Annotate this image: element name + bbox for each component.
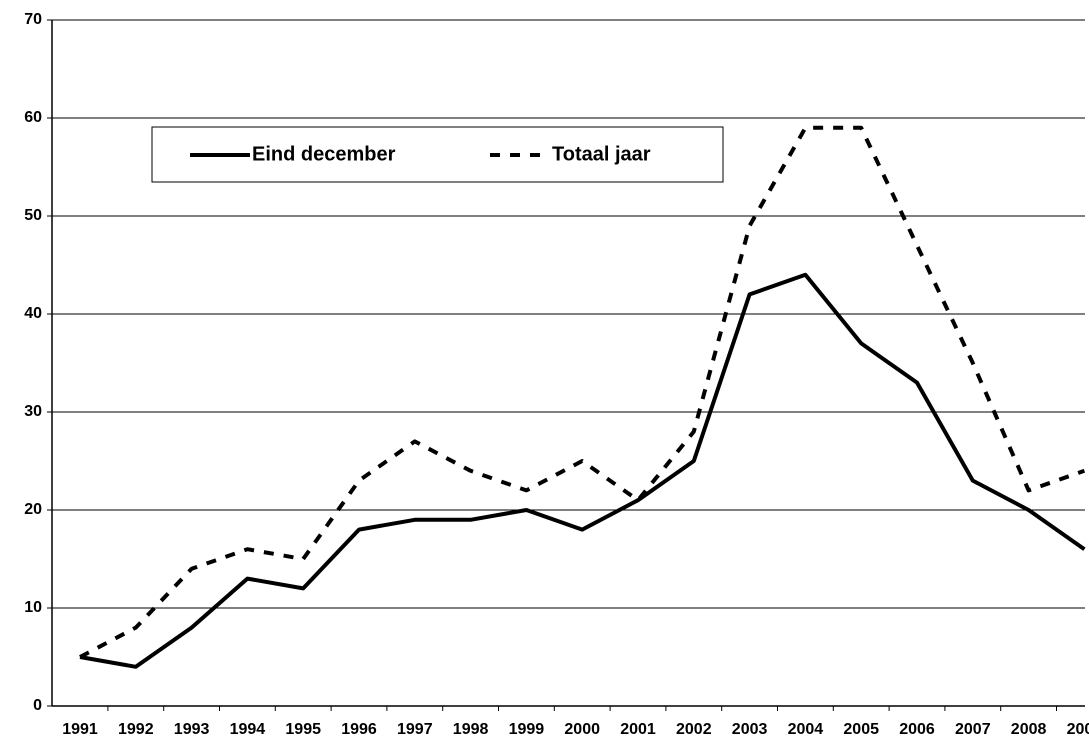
x-tick-label: 2005 [843,721,879,738]
x-tick-label: 1999 [509,721,545,738]
x-tick-label: 2004 [788,721,824,738]
y-tick-label: 60 [24,109,42,126]
legend-label: Totaal jaar [552,143,651,165]
y-tick-label: 70 [24,11,42,28]
y-tick-label: 30 [24,403,42,420]
x-tick-label: 1992 [118,721,154,738]
x-tick-label: 2000 [564,721,600,738]
x-tick-label: 2001 [620,721,656,738]
x-tick-label: 1994 [230,721,266,738]
x-tick-label: 2009 [1067,721,1089,738]
x-tick-label: 1991 [62,721,98,738]
y-tick-label: 0 [33,697,42,714]
x-tick-label: 2006 [899,721,935,738]
x-tick-label: 1993 [174,721,210,738]
legend-label: Eind december [252,143,396,165]
y-tick-label: 40 [24,305,42,322]
y-tick-label: 20 [24,501,42,518]
series-line [79,272,1086,669]
x-tick-label: 2003 [732,721,768,738]
x-tick-label: 1996 [341,721,377,738]
x-tick-label: 1998 [453,721,489,738]
x-tick-label: 1997 [397,721,433,738]
x-tick-label: 2008 [1011,721,1047,738]
y-tick-label: 50 [24,207,42,224]
x-tick-label: 1995 [285,721,321,738]
x-tick-label: 2007 [955,721,991,738]
x-tick-label: 2002 [676,721,712,738]
y-tick-label: 10 [24,599,42,616]
series-line [79,125,1086,659]
